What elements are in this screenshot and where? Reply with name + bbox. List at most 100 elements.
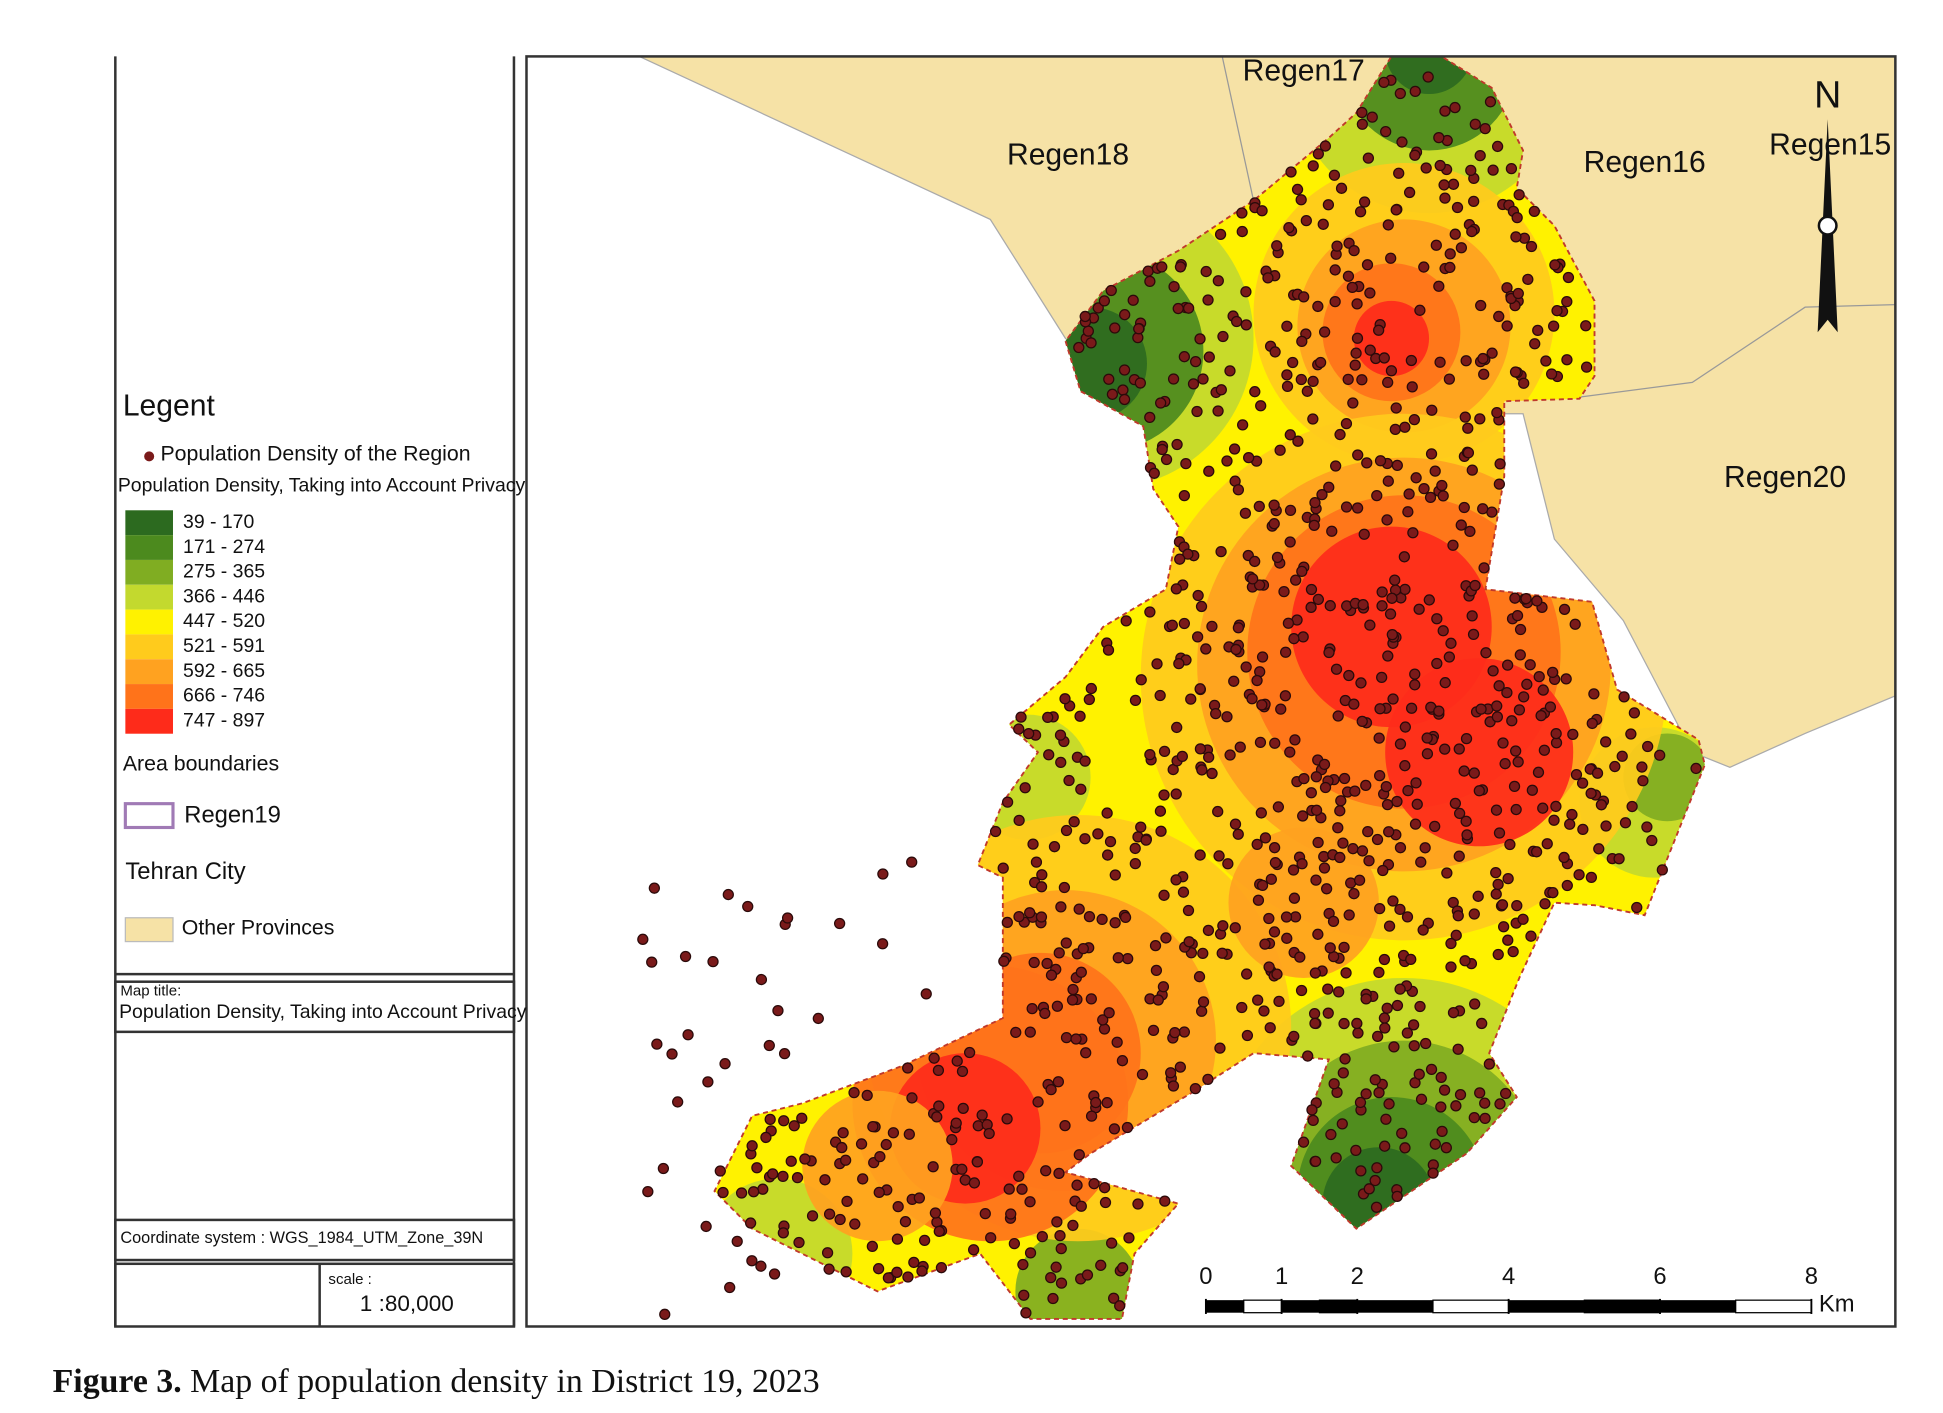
population-point [746,1140,758,1152]
legend-swatch [125,584,173,610]
population-point [1045,969,1058,981]
population-point [979,1208,991,1220]
population-point [1255,807,1267,819]
population-point [1435,1071,1447,1084]
population-point [1308,1008,1321,1020]
population-point [1338,1017,1350,1030]
population-point [1154,689,1166,702]
population-point [1024,907,1036,919]
population-point [1510,803,1522,816]
population-point [1472,890,1484,902]
population-point [1085,1110,1098,1122]
legend-class-label: 171 - 274 [183,536,265,558]
map-title: Population Density, Taking into Account … [119,1001,527,1023]
population-point [899,1216,912,1228]
population-point [1307,375,1319,388]
population-point [1039,1007,1051,1020]
population-point [1493,680,1505,692]
population-point [1501,686,1513,699]
population-point [1213,850,1225,862]
population-point [1251,838,1263,851]
population-point [1401,1027,1413,1039]
population-point [1152,994,1164,1006]
legend-item: Other Provinces [182,916,335,940]
population-point [1135,821,1147,833]
population-point [1386,629,1398,641]
population-point [840,1266,852,1278]
population-point [744,1217,757,1229]
population-point [1330,1152,1342,1164]
population-point [1054,729,1067,741]
population-point [1241,968,1253,980]
population-point [1355,677,1367,689]
population-point [1388,1041,1400,1053]
population-point [1373,1087,1385,1099]
population-point [1232,828,1244,840]
population-point [1360,1088,1372,1100]
population-point [1319,781,1332,794]
population-point [1447,1007,1460,1019]
population-point [1403,488,1415,500]
population-point [1361,259,1374,271]
population-point [1433,280,1445,292]
population-point [1214,228,1227,240]
population-point [834,1213,846,1226]
population-point [1479,1112,1491,1125]
population-point [1373,324,1385,336]
legend-swatch [125,559,173,585]
population-point [1445,637,1457,649]
population-point [1055,1277,1068,1289]
population-point [1399,760,1411,772]
population-point [1230,643,1242,656]
population-point [1570,768,1583,781]
population-point [1499,758,1511,770]
population-point [1356,374,1368,386]
population-point [1195,600,1208,613]
population-point [1508,780,1521,793]
population-point [1316,488,1328,501]
scale-segment [1205,1300,1244,1313]
population-point [1465,164,1477,177]
population-point [1144,749,1156,761]
population-point [1173,657,1185,670]
population-point [1350,347,1362,359]
population-point [1174,553,1186,565]
population-point [1147,1024,1160,1036]
population-point [1497,921,1510,933]
population-point [1178,351,1190,363]
population-point [1105,284,1117,297]
population-point [1360,779,1372,792]
scale-segment [1281,1300,1320,1313]
legend-swatch [125,684,173,709]
scale-tick-label: 0 [1199,1263,1212,1290]
population-point [1083,910,1096,923]
population-point [1263,912,1275,925]
population-point [1458,765,1470,777]
population-point [1566,808,1578,821]
population-point [1028,956,1040,969]
population-point [1167,1080,1180,1092]
population-point [873,1186,885,1198]
population-point [1487,164,1499,176]
population-point [1312,593,1324,606]
population-point [719,1058,731,1070]
population-point [1085,993,1097,1005]
population-point [1019,782,1031,794]
population-point [1537,802,1549,814]
population-point [1118,393,1131,406]
population-point [1525,930,1537,942]
population-point [1423,594,1435,606]
population-point [724,1281,736,1294]
population-point [1455,519,1467,531]
population-point [1376,671,1388,684]
population-point [1215,384,1227,396]
population-point [1439,105,1451,117]
population-point [1464,525,1476,537]
population-point [768,1268,781,1280]
population-point [1077,942,1089,955]
population-point [1436,479,1448,492]
population-point [1301,385,1313,397]
density-zone [1034,307,1147,421]
population-point [1322,983,1334,995]
population-point [1185,693,1197,705]
